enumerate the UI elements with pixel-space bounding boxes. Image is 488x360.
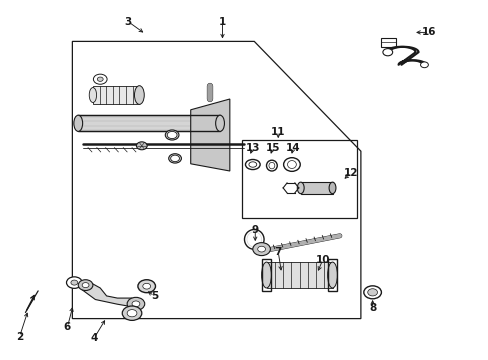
Text: 3: 3 — [124, 17, 131, 27]
Polygon shape — [82, 283, 137, 307]
Ellipse shape — [89, 87, 97, 103]
Text: 7: 7 — [274, 247, 282, 257]
Text: 9: 9 — [251, 225, 258, 235]
Circle shape — [170, 155, 179, 162]
Circle shape — [122, 306, 142, 320]
Circle shape — [138, 280, 155, 293]
Circle shape — [78, 280, 93, 291]
Text: 8: 8 — [368, 303, 375, 313]
Ellipse shape — [134, 86, 144, 104]
Text: 15: 15 — [265, 143, 280, 153]
Bar — [381, 38, 395, 47]
Ellipse shape — [74, 115, 82, 131]
Polygon shape — [190, 99, 229, 171]
Circle shape — [382, 49, 392, 56]
Ellipse shape — [261, 262, 271, 288]
Bar — [242, 140, 356, 218]
Circle shape — [367, 289, 377, 296]
Bar — [266, 262, 332, 288]
Ellipse shape — [328, 182, 335, 194]
Circle shape — [93, 74, 107, 84]
Text: 6: 6 — [64, 322, 71, 332]
Circle shape — [142, 283, 150, 289]
Ellipse shape — [168, 154, 181, 163]
Circle shape — [127, 310, 137, 317]
Circle shape — [97, 77, 103, 81]
Text: 4: 4 — [90, 333, 98, 343]
Circle shape — [420, 62, 427, 68]
Text: 5: 5 — [151, 291, 158, 301]
Text: 13: 13 — [245, 143, 260, 153]
Bar — [93, 86, 139, 104]
Ellipse shape — [136, 142, 147, 150]
Bar — [261, 259, 271, 291]
Circle shape — [71, 280, 78, 285]
Text: 12: 12 — [343, 168, 358, 178]
Circle shape — [127, 297, 144, 310]
Ellipse shape — [297, 182, 304, 194]
Circle shape — [167, 131, 177, 139]
Text: 1: 1 — [219, 17, 225, 27]
Bar — [327, 259, 337, 291]
Circle shape — [257, 246, 265, 252]
Text: 14: 14 — [285, 143, 300, 153]
Circle shape — [132, 301, 140, 307]
Ellipse shape — [327, 262, 337, 288]
Ellipse shape — [165, 130, 179, 140]
Bar — [300, 182, 332, 194]
Text: 2: 2 — [16, 332, 23, 342]
Text: 16: 16 — [421, 27, 436, 37]
Text: 10: 10 — [315, 255, 329, 265]
Circle shape — [66, 277, 82, 288]
Circle shape — [82, 283, 89, 288]
Bar — [78, 115, 220, 131]
Circle shape — [252, 243, 270, 256]
Text: 11: 11 — [270, 127, 285, 138]
Ellipse shape — [215, 115, 224, 131]
